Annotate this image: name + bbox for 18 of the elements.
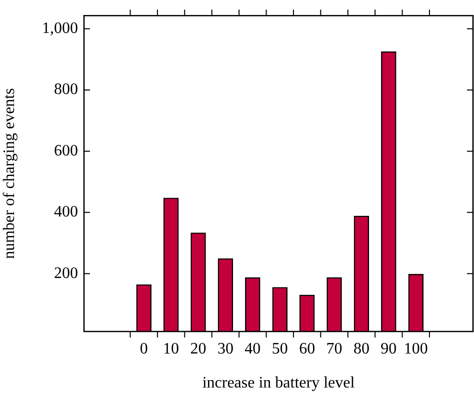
x-tick-label: 0 [140, 340, 148, 358]
y-tick-label: 600 [54, 142, 78, 160]
y-tick-label: 800 [54, 81, 78, 98]
x-tick-label: 50 [272, 340, 288, 358]
x-tick-label: 30 [217, 340, 234, 358]
y-axis-title: number of charging events [0, 88, 18, 259]
x-tick-label: 20 [190, 340, 206, 358]
x-tick-label: 100 [404, 340, 428, 358]
x-tick-label: 60 [299, 340, 316, 358]
x-axis-title: increase in battery level [202, 374, 356, 392]
y-tick-label: 1,000 [42, 20, 78, 37]
x-tick-label: 10 [163, 340, 180, 358]
x-tick-label: 40 [244, 340, 261, 358]
y-tick-label: 200 [54, 264, 78, 282]
y-tick-label: 400 [54, 204, 78, 221]
x-tick-label: 70 [326, 340, 342, 358]
x-tick-label: 80 [353, 340, 370, 358]
x-tick-label: 90 [380, 340, 397, 358]
